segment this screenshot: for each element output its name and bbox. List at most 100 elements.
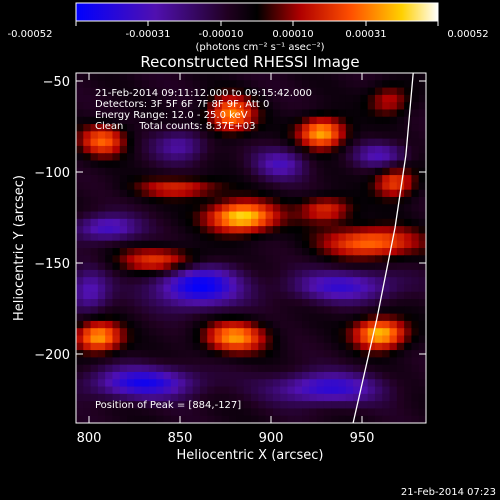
heatmap-cell — [294, 189, 303, 198]
heatmap-cell — [214, 80, 223, 89]
heatmap-cell — [331, 269, 340, 278]
heatmap-cell — [418, 175, 426, 183]
heatmap-cell — [294, 94, 303, 103]
heatmap-cell — [309, 116, 318, 125]
heatmap-cell — [214, 218, 223, 227]
heatmap-cell — [302, 320, 310, 329]
heatmap-cell — [192, 277, 201, 286]
heatmap-cell — [178, 153, 186, 162]
heatmap-cell — [374, 131, 383, 140]
heatmap-cell — [411, 320, 420, 329]
heatmap-cell — [309, 328, 318, 337]
heatmap-cell — [83, 415, 92, 423]
heatmap-cell — [156, 116, 165, 125]
heatmap-cell — [287, 240, 296, 249]
heatmap-cell — [243, 357, 252, 366]
heatmap-cell — [374, 262, 383, 271]
heatmap-cell — [192, 94, 201, 103]
heatmap-cell — [229, 124, 238, 132]
heatmap-cell — [353, 371, 361, 380]
heatmap-cell — [192, 226, 201, 235]
heatmap-cell — [294, 240, 303, 249]
heatmap-cell — [214, 415, 223, 423]
heatmap-cell — [221, 87, 230, 96]
heatmap-cell — [382, 124, 391, 132]
heatmap-cell — [411, 284, 420, 293]
heatmap-cell — [367, 357, 376, 366]
heatmap-cell — [374, 401, 383, 410]
heatmap-cell — [353, 408, 361, 417]
heatmap-cell — [389, 109, 398, 118]
heatmap-cell — [396, 73, 405, 81]
heatmap-cell — [367, 124, 376, 132]
heatmap-cell — [323, 357, 332, 366]
heatmap-cell — [170, 379, 179, 388]
heatmap-cell — [199, 109, 208, 118]
heatmap-cell — [323, 386, 332, 395]
heatmap-cell — [170, 145, 179, 154]
heatmap-cell — [251, 73, 259, 81]
heatmap-cell — [83, 313, 92, 322]
heatmap-cell — [323, 277, 332, 286]
heatmap-cell — [112, 415, 121, 423]
heatmap-cell — [112, 350, 121, 358]
heatmap-cell — [83, 408, 92, 417]
heatmap-cell — [389, 189, 398, 198]
heatmap-cell — [243, 401, 252, 410]
heatmap-cell — [76, 145, 84, 154]
heatmap-cell — [243, 153, 252, 162]
heatmap-cell — [272, 240, 281, 249]
heatmap-cell — [236, 167, 245, 176]
y-tick-label: −150 — [34, 257, 70, 272]
heatmap-cell — [141, 408, 150, 417]
heatmap-cell — [236, 306, 245, 315]
heatmap-cell — [236, 182, 245, 191]
heatmap-cell — [141, 262, 150, 271]
heatmap-cell — [251, 371, 259, 380]
heatmap-cell — [105, 160, 114, 169]
heatmap-cell — [112, 313, 121, 322]
heatmap-cell — [141, 240, 150, 249]
heatmap-cell — [112, 226, 121, 235]
heatmap-cell — [185, 94, 194, 103]
heatmap-cell — [90, 204, 99, 213]
heatmap-cell — [170, 153, 179, 162]
heatmap-cell — [83, 182, 92, 191]
heatmap-cell — [185, 386, 194, 395]
heatmap-cell — [258, 218, 267, 227]
heatmap-cell — [170, 393, 179, 402]
heatmap-cell — [170, 248, 179, 256]
heatmap-cell — [374, 248, 383, 256]
heatmap-cell — [178, 211, 186, 220]
heatmap-cell — [90, 153, 99, 162]
heatmap-cell — [119, 393, 128, 402]
heatmap-cell — [119, 379, 128, 388]
heatmap-cell — [404, 145, 413, 154]
heatmap-cell — [83, 102, 92, 111]
heatmap-cell — [280, 401, 289, 410]
heatmap-cell — [258, 240, 267, 249]
heatmap-cell — [105, 153, 114, 162]
heatmap-cell — [229, 320, 238, 329]
heatmap-cell — [258, 226, 267, 235]
heatmap-cell — [170, 371, 179, 380]
heatmap-cell — [214, 262, 223, 271]
colorbar-unit-label: (photons cm⁻² s⁻¹ asec⁻²) — [195, 42, 324, 53]
heatmap-cell — [236, 124, 245, 132]
heatmap-cell — [185, 401, 194, 410]
heatmap-cell — [199, 379, 208, 388]
heatmap-cell — [163, 262, 172, 271]
clean-counts-label: Clean Total counts: 8.37E+03 — [95, 121, 255, 132]
heatmap-cell — [90, 328, 99, 337]
heatmap-cell — [251, 167, 259, 176]
heatmap-cell — [382, 153, 391, 162]
heatmap-cell — [280, 269, 289, 278]
heatmap-cell — [178, 80, 186, 89]
heatmap-cell — [119, 284, 128, 293]
heatmap-cell — [309, 371, 318, 380]
heatmap-cell — [353, 357, 361, 366]
heatmap-cell — [353, 175, 361, 183]
heatmap-cell — [243, 87, 252, 96]
heatmap-cell — [280, 350, 289, 358]
heatmap-cell — [178, 226, 186, 235]
